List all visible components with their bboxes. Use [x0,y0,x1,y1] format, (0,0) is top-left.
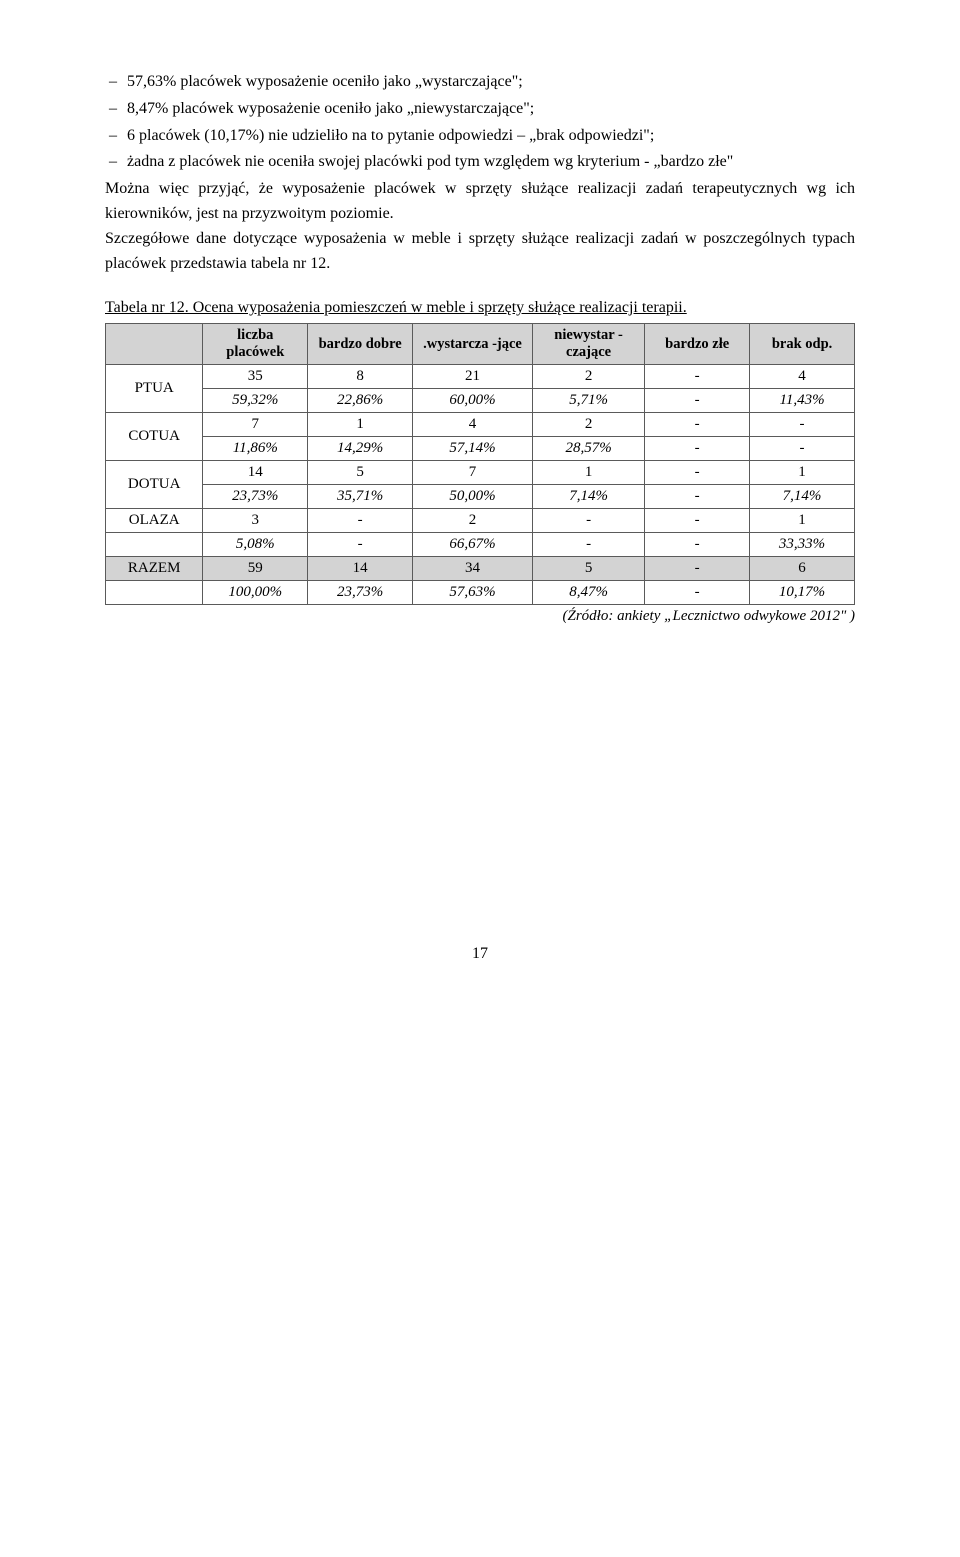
cell: 2 [413,509,533,533]
cell: - [645,509,750,533]
row-label: DOTUA [106,461,203,509]
cell: 11,43% [750,389,855,413]
cell: 100,00% [203,581,308,605]
cell: 1 [750,461,855,485]
cell: 1 [750,509,855,533]
row-label: PTUA [106,365,203,413]
bullet-item: 8,47% placówek wyposażenie oceniło jako … [105,97,855,122]
cell: - [645,437,750,461]
table-header-row: liczba placówek bardzo dobre .wystarcza … [106,324,855,365]
cell: 21 [413,365,533,389]
cell: 35,71% [308,485,413,509]
row-label: COTUA [106,413,203,461]
cell: 7,14% [750,485,855,509]
cell: - [750,437,855,461]
cell: - [532,533,644,557]
cell: 5,71% [532,389,644,413]
cell: 1 [308,413,413,437]
col-header: bardzo złe [645,324,750,365]
cell: 7 [203,413,308,437]
cell: 50,00% [413,485,533,509]
cell: 34 [413,557,533,581]
table-row: 23,73% 35,71% 50,00% 7,14% - 7,14% [106,485,855,509]
cell: 23,73% [308,581,413,605]
bullet-item: 57,63% placówek wyposażenie oceniło jako… [105,70,855,95]
cell [106,533,203,557]
cell: 5 [308,461,413,485]
table-row: PTUA 35 8 21 2 - 4 [106,365,855,389]
col-header: liczba placówek [203,324,308,365]
cell: - [532,509,644,533]
cell: 4 [413,413,533,437]
col-header [106,324,203,365]
cell: 7,14% [532,485,644,509]
table-row: 11,86% 14,29% 57,14% 28,57% - - [106,437,855,461]
cell: 60,00% [413,389,533,413]
cell: 57,63% [413,581,533,605]
cell: 66,67% [413,533,533,557]
cell: 57,14% [413,437,533,461]
col-header: brak odp. [750,324,855,365]
cell: 59 [203,557,308,581]
paragraph: Można więc przyjąć, że wyposażenie placó… [105,177,855,227]
cell: - [645,485,750,509]
cell: 23,73% [203,485,308,509]
cell: 1 [532,461,644,485]
cell: 22,86% [308,389,413,413]
row-label: OLAZA [106,509,203,533]
cell: 11,86% [203,437,308,461]
cell: - [645,413,750,437]
bullet-item: 6 placówek (10,17%) nie udzieliło na to … [105,124,855,149]
table-row-total: 100,00% 23,73% 57,63% 8,47% - 10,17% [106,581,855,605]
cell: - [645,581,750,605]
cell: - [645,461,750,485]
table-row: DOTUA 14 5 7 1 - 1 [106,461,855,485]
table-row: OLAZA 3 - 2 - - 1 [106,509,855,533]
cell: 7 [413,461,533,485]
data-table: liczba placówek bardzo dobre .wystarcza … [105,323,855,605]
cell: 8 [308,365,413,389]
cell: - [308,509,413,533]
table-row: 5,08% - 66,67% - - 33,33% [106,533,855,557]
cell: - [645,533,750,557]
table-row-total: RAZEM 59 14 34 5 - 6 [106,557,855,581]
paragraph: Szczegółowe dane dotyczące wyposażenia w… [105,227,855,277]
cell: 4 [750,365,855,389]
cell: 35 [203,365,308,389]
cell: 5 [532,557,644,581]
cell: - [750,413,855,437]
cell: 5,08% [203,533,308,557]
cell: 3 [203,509,308,533]
cell [106,581,203,605]
cell: - [645,557,750,581]
cell: - [645,365,750,389]
page-number: 17 [105,945,855,963]
cell: 59,32% [203,389,308,413]
cell: 2 [532,365,644,389]
cell: 8,47% [532,581,644,605]
bullet-item: żadna z placówek nie oceniła swojej plac… [105,150,855,175]
cell: 14 [308,557,413,581]
cell: 6 [750,557,855,581]
cell: 14,29% [308,437,413,461]
cell: 2 [532,413,644,437]
source-note: (Źródło: ankiety „Lecznictwo odwykowe 20… [105,608,855,625]
table-caption: Tabela nr 12. Ocena wyposażenia pomieszc… [105,296,855,321]
cell: 28,57% [532,437,644,461]
cell: - [645,389,750,413]
cell: 33,33% [750,533,855,557]
cell: 10,17% [750,581,855,605]
table-row: 59,32% 22,86% 60,00% 5,71% - 11,43% [106,389,855,413]
col-header: bardzo dobre [308,324,413,365]
cell: 14 [203,461,308,485]
col-header: .wystarcza -jące [413,324,533,365]
table-row: COTUA 7 1 4 2 - - [106,413,855,437]
row-label: RAZEM [106,557,203,581]
col-header: niewystar -czające [532,324,644,365]
cell: - [308,533,413,557]
